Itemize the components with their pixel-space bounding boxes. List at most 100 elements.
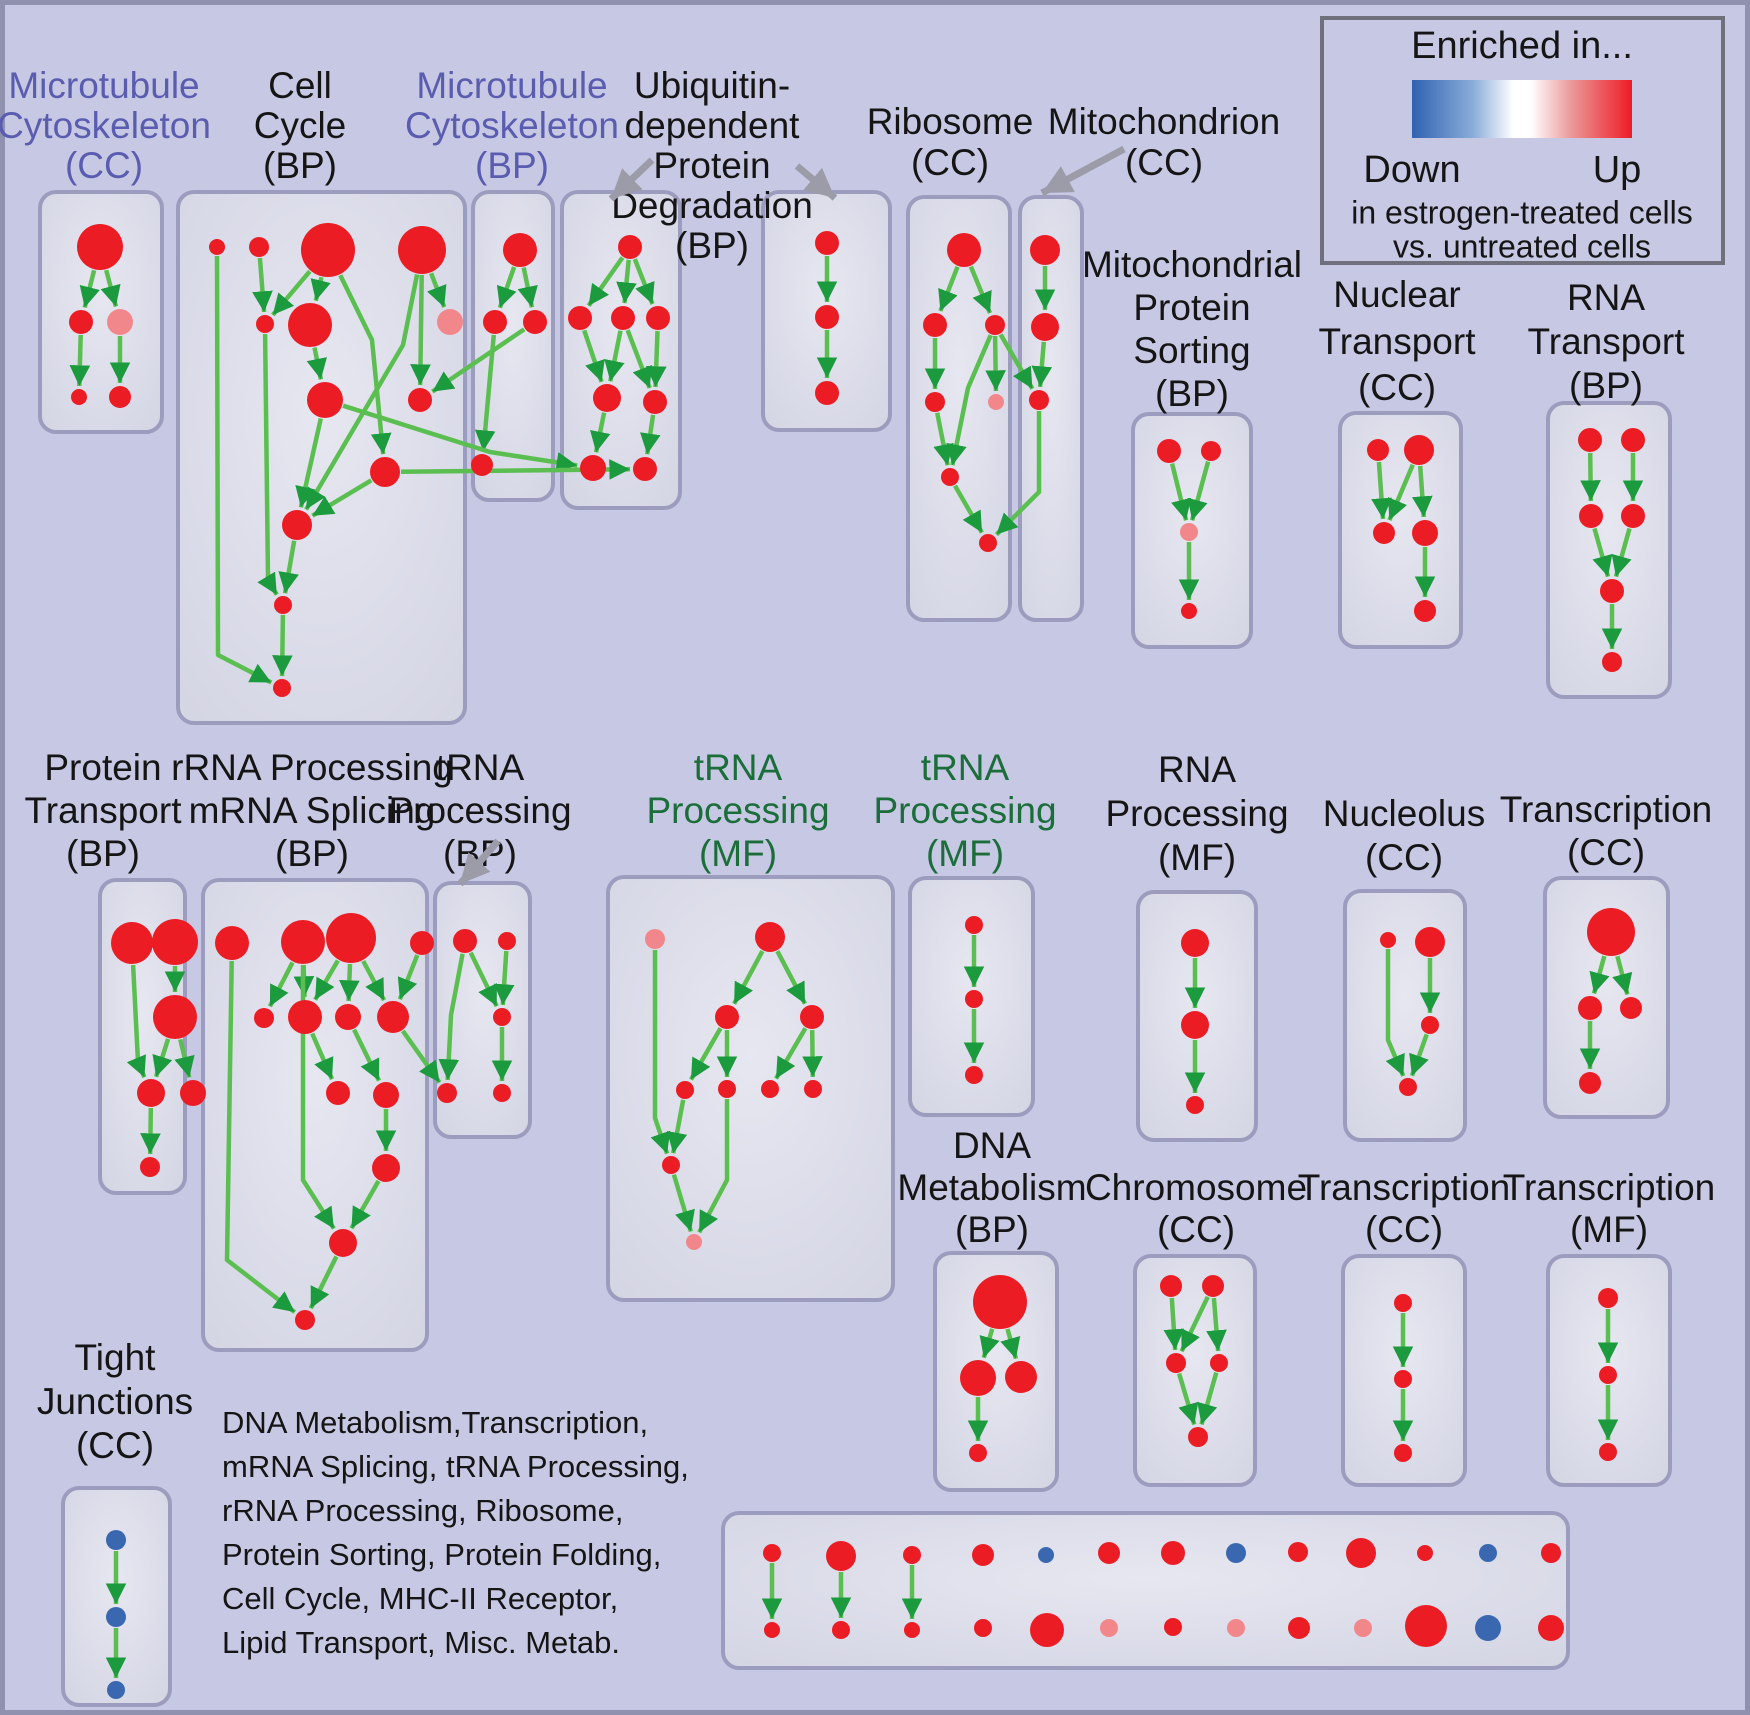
go-term-node-b6b [1100,1619,1118,1637]
go-term-node-p4 [137,1079,165,1107]
go-term-node-z3 [1620,997,1642,1019]
go-term-node-s3 [1180,523,1198,541]
edge-u1-u4 [632,258,655,305]
go-term-node-r3 [985,315,1005,335]
go-term-node-g9 [326,1081,350,1105]
go-term-node-b4b [974,1619,992,1637]
edge-q4-q5 [1611,527,1632,578]
edge-k9-k10 [671,1173,695,1233]
go-term-node-d4 [969,1444,987,1462]
cluster-label-trna-processing-mf-1-line0: tRNA [694,747,783,788]
go-term-node-h2 [498,932,516,950]
edge-n1-n11 [214,255,273,685]
edge-p3-p4 [152,1038,173,1078]
edge-g12-g13 [308,1255,339,1310]
go-term-node-b1t [763,1544,781,1562]
go-term-node-e2 [1202,1275,1224,1297]
go-term-node-r2 [923,313,947,337]
cluster-label-mitochondrial-protein-sorting-bp-line2: Sorting [1133,330,1250,371]
go-term-node-n8 [370,457,400,487]
edge-m2-m4 [474,334,497,452]
cluster-label-protein-transport-bp-line2: (BP) [66,833,140,874]
go-term-node-n1 [209,239,225,255]
edge-g3-g7 [339,963,360,1002]
go-term-node-b9b [1288,1617,1310,1639]
edge-h1-h4 [438,953,465,1081]
go-term-node-n5 [256,315,274,333]
cluster-label-trna-processing-bp-line2: (BP) [443,833,517,874]
go-term-node-v2 [815,305,839,329]
cluster-label-trna-processing-mf-1-line2: (MF) [699,833,777,874]
go-term-node-tj3 [107,1681,125,1699]
edge-u4-u6 [645,330,667,388]
go-term-node-m2 [483,310,507,334]
edge-k3-k5 [689,1027,723,1081]
edge-a1-a3 [100,269,121,308]
go-term-node-p5 [180,1080,206,1106]
go-term-node-h5 [493,1084,511,1102]
edge-h2-h3 [493,950,515,1006]
edge-g11-g12 [349,1179,381,1230]
go-term-node-k9 [662,1156,680,1174]
annotation-arrow-3 [457,838,501,887]
cluster-label-rrna-processing-mrna-splicing-bp-line1: mRNA Splicing [189,790,436,831]
go-term-node-q4 [1621,504,1645,528]
edge-r4-r6 [933,412,954,466]
cluster-label-nuclear-transport-cc-line2: (CC) [1358,367,1436,408]
go-term-node-b12b [1475,1615,1501,1641]
go-term-node-h1 [453,929,477,953]
cluster-label-trna-processing-bp-line1: Processing [388,790,571,831]
edge-e4-e5 [1197,1371,1219,1426]
edge-g3-g8 [361,959,387,1002]
cluster-label-transcription-cc-lower-line1: (CC) [1365,1209,1443,1250]
edge-p3-p5 [174,1038,195,1078]
cluster-label-rna-transport-bp-line1: Transport [1528,321,1686,362]
go-term-node-b1b [764,1622,780,1638]
cluster-label-mitochondrial-protein-sorting-bp-line0: Mitochondrial [1082,244,1302,285]
cluster-label-nuclear-transport-cc-line0: Nuclear [1333,274,1461,315]
edge-u6-u8 [640,414,661,455]
legend-down-label: Down [1363,149,1460,191]
go-term-node-b2t [826,1541,856,1571]
summary-text-line-5: Lipid Transport, Misc. Metab. [222,1625,620,1660]
edge-t2-t4 [1412,465,1433,518]
edge-g3-g6 [313,959,340,1001]
go-term-node-z2 [1578,996,1602,1020]
cluster-label-rna-processing-mf-line0: RNA [1158,749,1236,790]
edge-g2-g12 [300,965,336,1230]
go-term-node-t2 [1404,435,1434,465]
cluster-label-rrna-processing-mrna-splicing-bp-line0: rRNA Processing [171,747,453,788]
edge-m1-m2 [496,266,517,309]
edge-n9-n10 [278,540,299,594]
edge-s1-s3 [1169,463,1192,521]
cluster-box-nucleolus-cc [1343,889,1467,1142]
go-term-node-a4 [71,389,87,405]
go-term-node-g4 [410,931,434,955]
cross-edge-g8-h4 [400,1029,442,1084]
edge-m1-m3 [517,267,538,308]
cluster-label-microtubule-cytoskeleton-cc-line1: Cytoskeleton [0,105,211,146]
go-term-node-b11t [1417,1545,1433,1561]
go-term-node-g8 [377,1001,409,1033]
cluster-label-mitochondrial-protein-sorting-bp-line1: Protein [1133,287,1250,328]
cluster-label-ubiquitin-dependent-protein-degradation-bp-line0: Ubiquitin- [634,65,790,106]
go-term-node-n11 [273,679,291,697]
go-term-node-w3 [965,1066,983,1084]
edge-q3-q5 [1592,527,1613,578]
cluster-label-rrna-processing-mrna-splicing-bp-line2: (BP) [275,833,349,874]
go-term-node-d3 [1005,1361,1037,1393]
cluster-box-cell-cycle-bp [176,190,467,725]
go-term-node-g12 [329,1229,357,1257]
cluster-label-microtubule-cytoskeleton-cc-line0: Microtubule [8,65,199,106]
cluster-label-protein-transport-bp-line1: Transport [25,790,183,831]
go-term-node-r7 [979,534,997,552]
go-term-node-n6 [288,303,332,347]
go-term-node-d2 [960,1360,996,1396]
go-term-node-s1 [1157,439,1181,463]
go-term-node-q3 [1579,504,1603,528]
edge-u1-u3 [616,259,637,304]
cluster-label-transcription-cc-upper-line1: (CC) [1567,832,1645,873]
cluster-label-ubiquitin-dependent-protein-degradation-bp-line4: (BP) [675,225,749,266]
